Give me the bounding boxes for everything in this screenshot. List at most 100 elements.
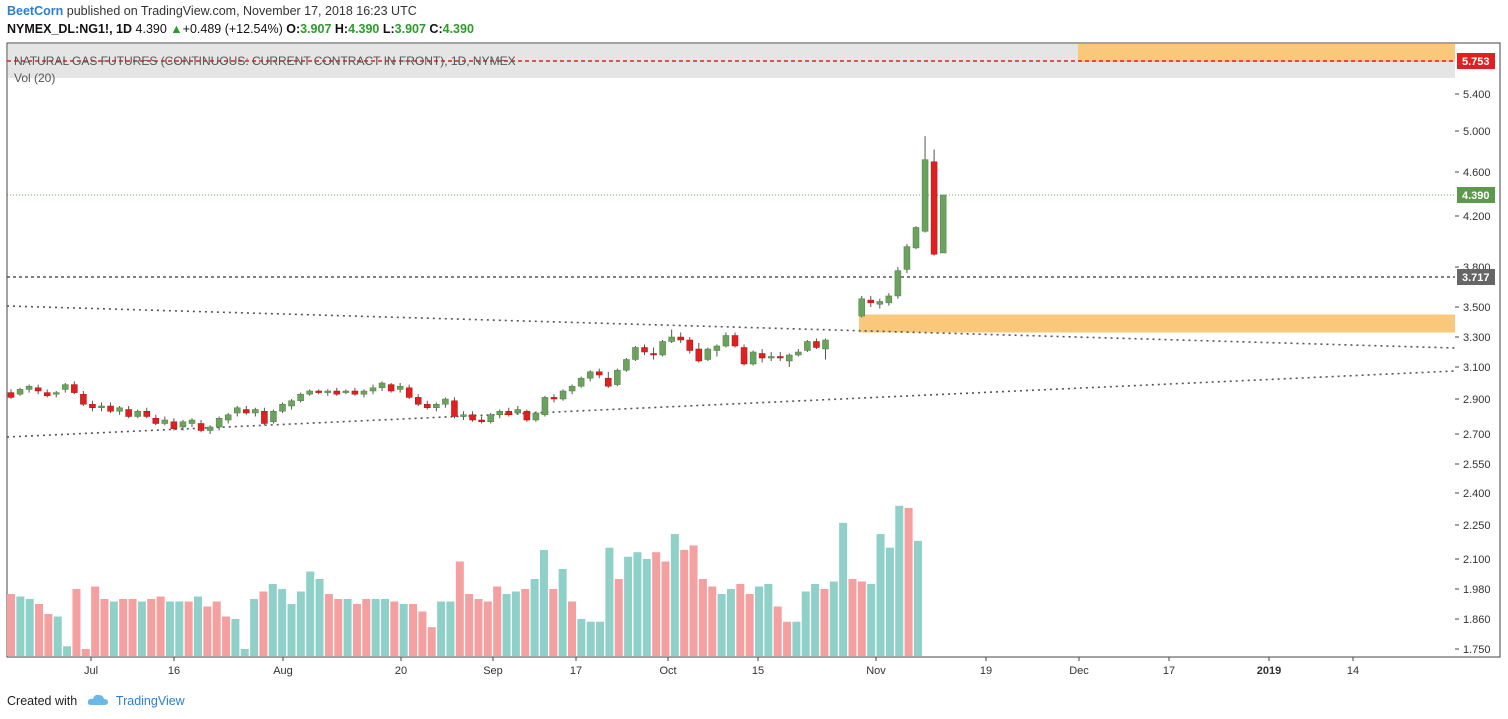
candle-body: [795, 351, 802, 356]
volume-bar: [652, 552, 661, 656]
candle-body: [786, 354, 793, 362]
candle-body: [252, 409, 259, 414]
candle-body: [224, 414, 232, 421]
candle: [197, 420, 205, 433]
candle: [206, 425, 214, 434]
publish-text: published on TradingView.com, November 1…: [66, 4, 417, 18]
candle-body: [867, 299, 874, 304]
candle-body: [632, 347, 639, 360]
candle-body: [360, 390, 368, 395]
candle-body: [577, 377, 585, 387]
candle: [98, 402, 105, 412]
y-tick-label: 2.100: [1463, 554, 1491, 566]
candle-body: [324, 390, 331, 393]
candle: [360, 389, 368, 398]
candle-body: [197, 423, 205, 431]
volume-bar: [343, 599, 352, 656]
candle: [822, 338, 829, 360]
volume-bar: [885, 547, 894, 656]
volume-bar: [820, 589, 829, 656]
candle: [568, 384, 576, 395]
candle-body: [433, 404, 440, 408]
volume-bar: [745, 594, 754, 656]
candle-body: [469, 414, 476, 421]
candle: [170, 418, 178, 431]
candle-body: [170, 421, 178, 429]
open-label: O:: [286, 22, 301, 36]
candle: [867, 295, 874, 307]
candle: [161, 416, 169, 426]
candle-body: [804, 341, 811, 351]
candle: [586, 370, 594, 382]
support-price-label-text: 3.717: [1462, 272, 1490, 284]
volume-bar: [577, 619, 586, 656]
volume-bar: [568, 601, 576, 656]
candle: [62, 383, 69, 393]
candle: [686, 337, 693, 354]
candle: [695, 343, 703, 363]
volume-bar: [764, 584, 773, 656]
x-tick-label: Nov: [866, 665, 886, 677]
candle: [143, 407, 150, 419]
candle-body: [315, 390, 322, 393]
candle-body: [460, 414, 467, 417]
candle: [378, 381, 386, 391]
candle-body: [152, 418, 160, 424]
author-link[interactable]: BeetCorn: [7, 4, 64, 18]
candle-body: [749, 351, 757, 365]
volume-bar: [296, 591, 305, 656]
candle: [396, 383, 404, 393]
candle: [415, 394, 422, 406]
candle-body: [903, 246, 911, 270]
candle: [813, 338, 820, 349]
candle: [261, 407, 268, 426]
candle: [405, 384, 413, 399]
candle-body: [813, 341, 820, 348]
volume-bar: [689, 545, 698, 656]
volume-bar: [483, 601, 492, 656]
candle: [297, 392, 304, 403]
y-tick-label: 2.400: [1463, 488, 1491, 500]
candle-body: [442, 398, 449, 405]
candle: [306, 389, 313, 396]
candle-body: [650, 353, 657, 356]
volume-bar: [109, 601, 118, 656]
candle-body: [125, 409, 132, 417]
candle: [804, 340, 811, 352]
candle-body: [523, 411, 531, 421]
candle-body: [234, 407, 241, 414]
symbol-name[interactable]: NYMEX_DL:NG1!, 1D: [7, 22, 133, 36]
x-tick-label: 17: [1163, 665, 1175, 677]
volume-bar: [371, 599, 380, 656]
candle-body: [451, 400, 458, 417]
candle: [903, 244, 911, 274]
volume-bar: [708, 586, 717, 656]
volume-bar: [231, 619, 240, 656]
x-tick-label: Dec: [1069, 665, 1089, 677]
candle-body: [143, 411, 150, 417]
x-tick-label: 16: [168, 665, 180, 677]
volume-bar: [792, 621, 801, 656]
y-tick-label: 5.000: [1463, 126, 1491, 138]
candle: [605, 371, 612, 388]
volume-bar: [184, 601, 193, 656]
candle: [324, 389, 331, 396]
candle-body: [25, 385, 33, 390]
candle-body: [777, 356, 784, 359]
candle-body: [921, 159, 929, 232]
candle: [677, 332, 684, 343]
volume-bar: [614, 579, 623, 656]
candle-body: [98, 405, 105, 408]
candle-body: [586, 371, 594, 379]
volume-bar: [334, 599, 343, 656]
candle: [541, 395, 549, 417]
candle: [921, 136, 929, 233]
y-tick-label: 5.400: [1463, 89, 1491, 101]
candle-body: [306, 390, 313, 395]
tradingview-link[interactable]: TradingView: [115, 693, 185, 708]
candle: [514, 406, 522, 415]
candle-body: [89, 404, 96, 408]
candle-body: [396, 385, 404, 390]
candle: [80, 391, 87, 406]
